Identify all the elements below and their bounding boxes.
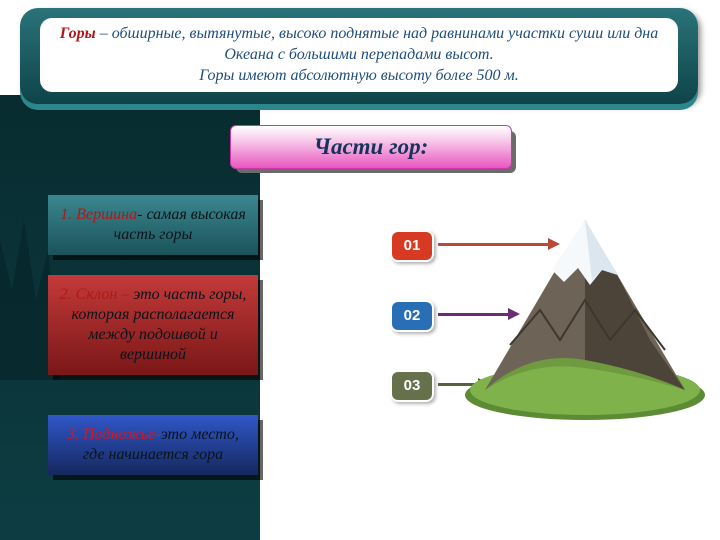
definition-term: Горы: [60, 25, 96, 42]
card-podnozhe: 3. Подножье-это место, где начинается го…: [48, 415, 258, 475]
definition-inner: Горы – обширные, вытянутые, высоко подня…: [40, 18, 678, 92]
section-title-wrap: Части гор:: [230, 125, 510, 167]
badge-03: 03: [390, 370, 434, 402]
definition-line2: Горы имеют абсолютную высоту более 500 м…: [199, 67, 519, 84]
mountain-illustration: [460, 210, 710, 420]
card2-lead: 2. Склон –: [60, 286, 134, 303]
card3-lead: 3. Подножье-: [67, 426, 161, 443]
card1-lead: 1. Вершина: [60, 206, 137, 223]
definition-box: Горы – обширные, вытянутые, высоко подня…: [20, 8, 698, 104]
badge-01: 01: [390, 230, 434, 262]
section-title: Части гор:: [230, 125, 512, 169]
card-vershina: 1. Вершина- самая высокая часть горы: [48, 195, 258, 255]
badge-02: 02: [390, 300, 434, 332]
card-sklon: 2. Склон – это часть горы, которая распо…: [48, 275, 258, 375]
definition-line1: – обширные, вытянутые, высоко поднятые н…: [96, 25, 659, 63]
